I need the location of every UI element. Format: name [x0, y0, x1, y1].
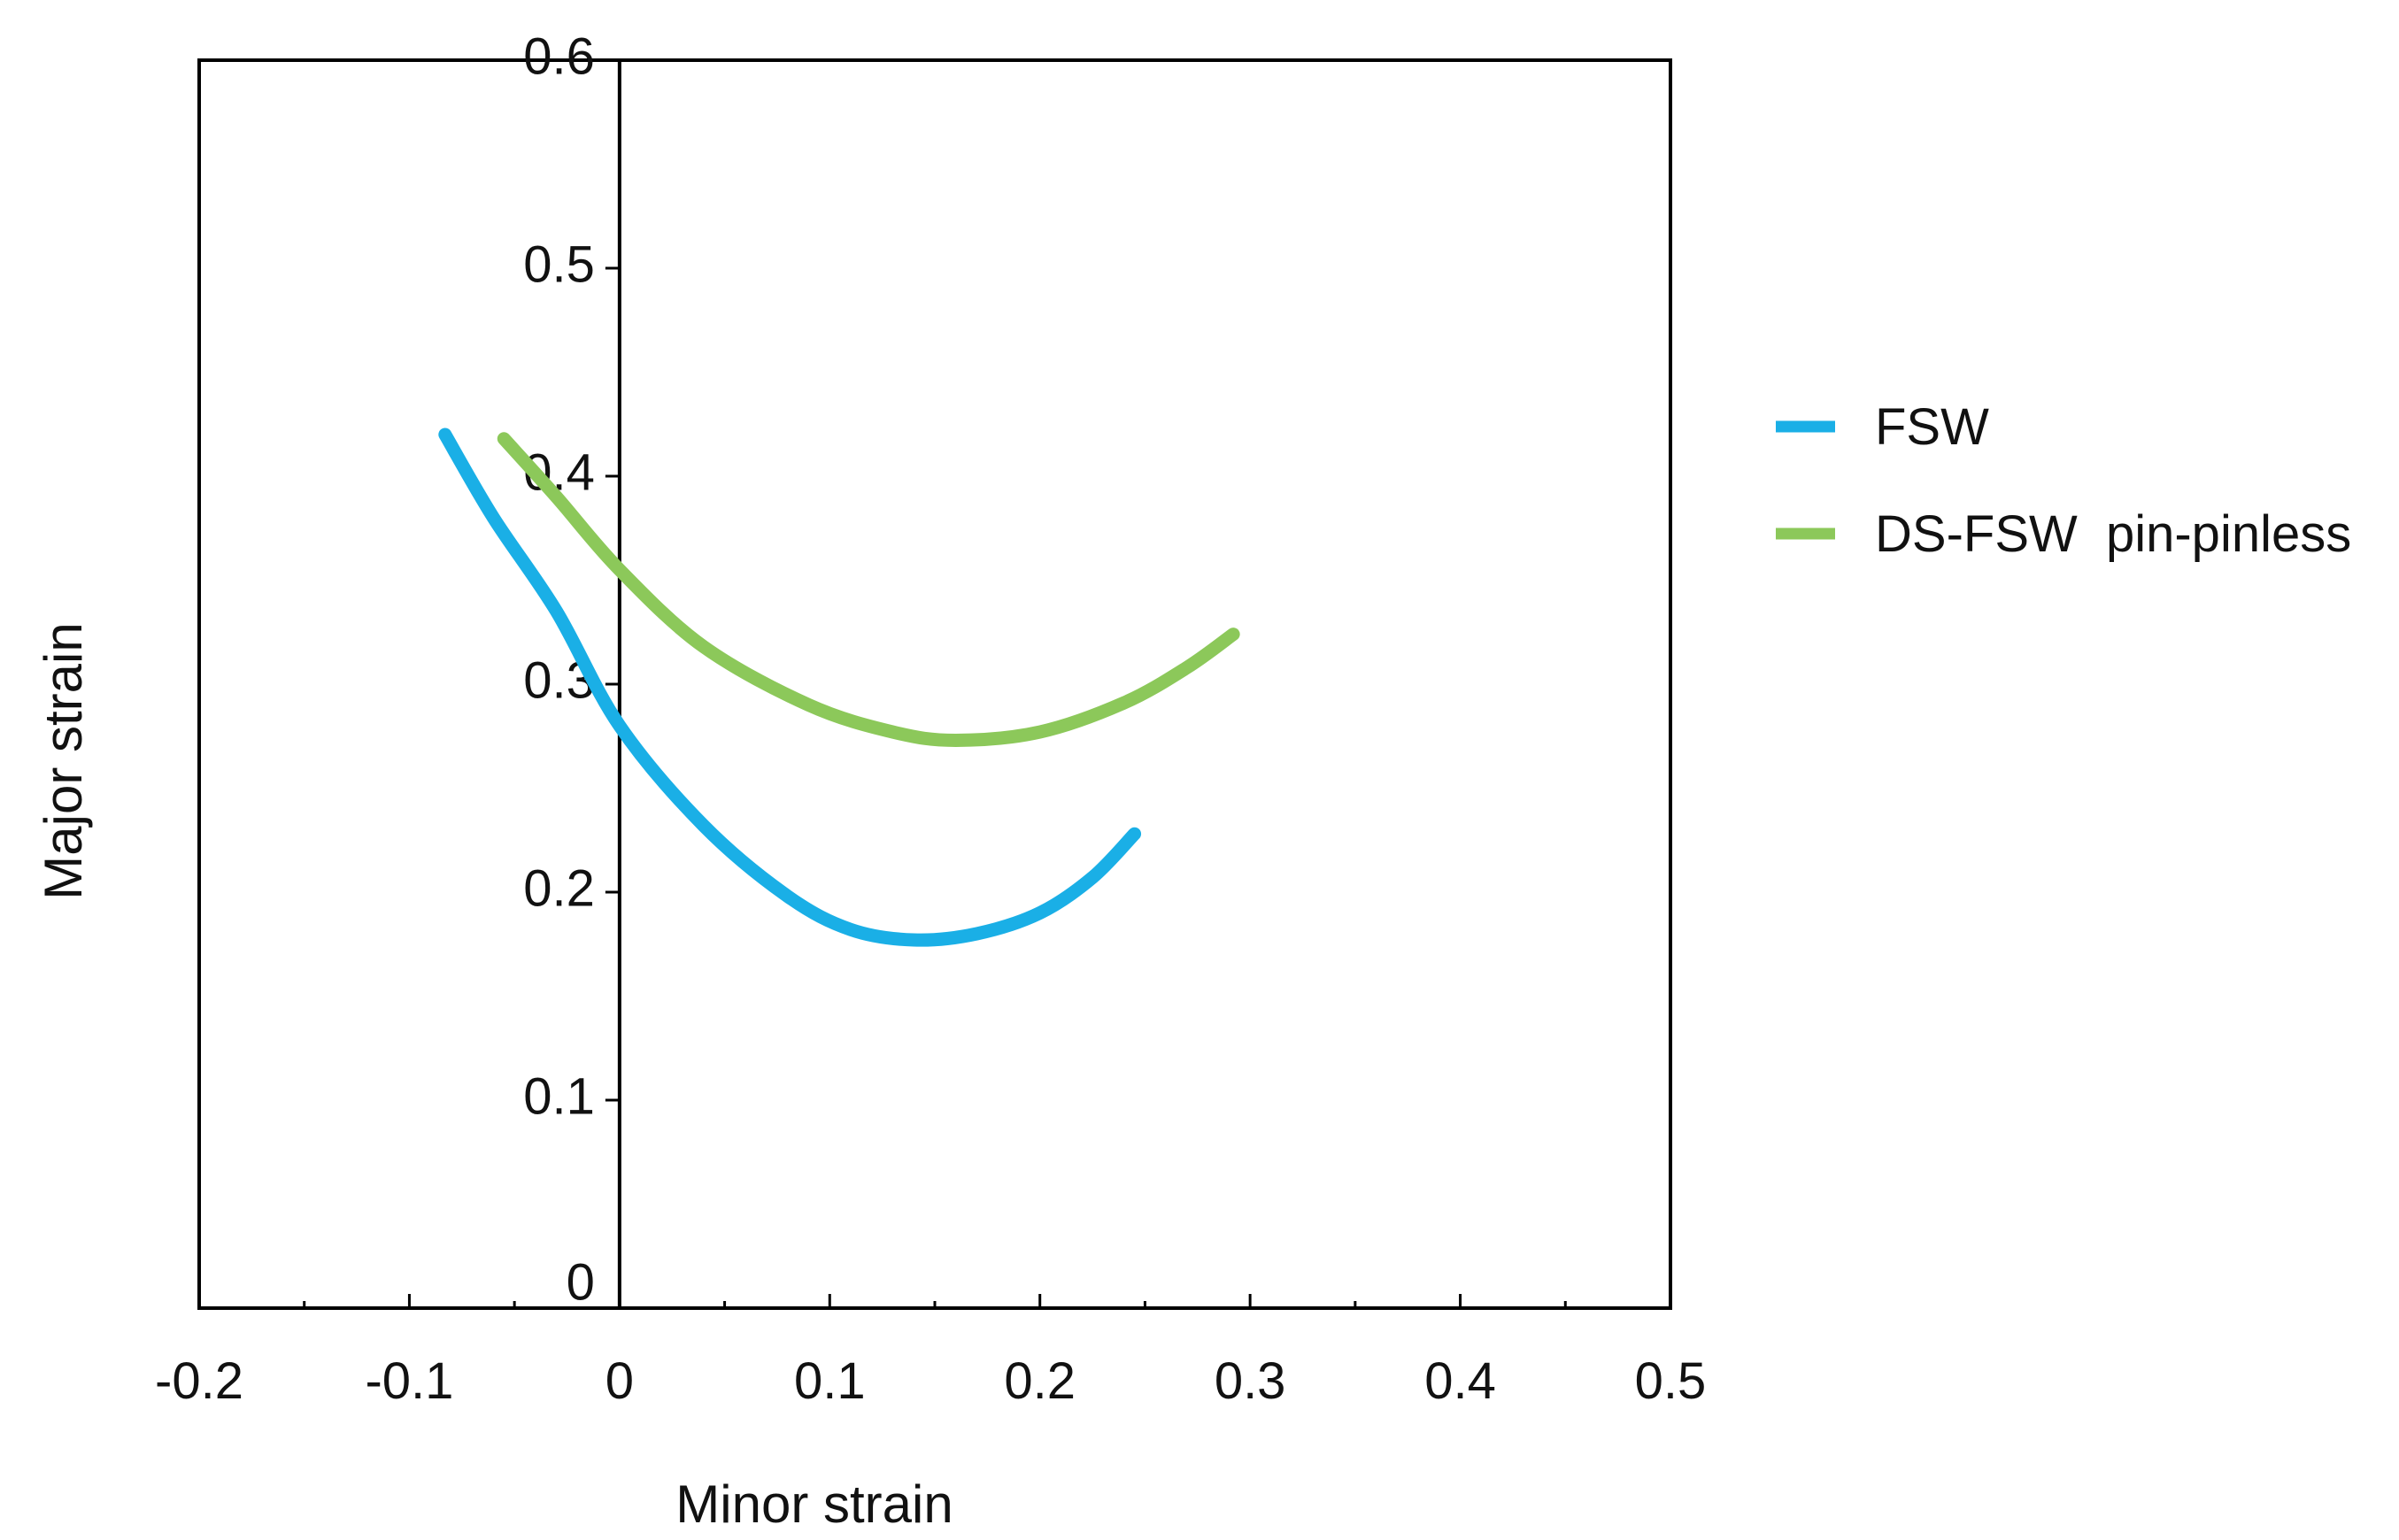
legend-label-fsw: FSW — [1875, 398, 1989, 456]
y-axis-title: Major strain — [34, 622, 93, 899]
y-tick-label: 0.1 — [523, 1067, 595, 1125]
x-tick-label: 0.1 — [794, 1352, 866, 1410]
y-tick-label: 0.6 — [523, 27, 595, 85]
y-tick-label: 0.5 — [523, 235, 595, 293]
x-tick-label: 0.2 — [1004, 1352, 1076, 1410]
x-axis: -0.2 -0.1 0 0.1 0.2 0.3 0.4 0.5 — [155, 1294, 1706, 1410]
x-tick-label: 0 — [606, 1352, 634, 1410]
x-tick-label: 0.4 — [1424, 1352, 1496, 1410]
x-tick-label: -0.1 — [365, 1352, 453, 1410]
x-tick-label: -0.2 — [155, 1352, 243, 1410]
plot-frame — [197, 58, 1672, 1310]
y-tick-label: 0.2 — [523, 859, 595, 917]
legend-label-ds-fsw: DS-FSW pin-pinless — [1875, 505, 2351, 563]
x-tick-label: 0.5 — [1635, 1352, 1707, 1410]
y-axis: 00.10.20.30.40.50.6 — [523, 27, 620, 1311]
x-tick-label: 0.3 — [1215, 1352, 1286, 1410]
legend: FSW DS-FSW pin-pinless — [1776, 398, 2351, 563]
series-line-fsw — [438, 427, 1142, 947]
x-axis-title: Minor strain — [675, 1475, 953, 1534]
y-tick-label: 0 — [567, 1253, 595, 1311]
series-layer — [438, 427, 1240, 947]
series-line-ds-fsw — [497, 432, 1240, 747]
